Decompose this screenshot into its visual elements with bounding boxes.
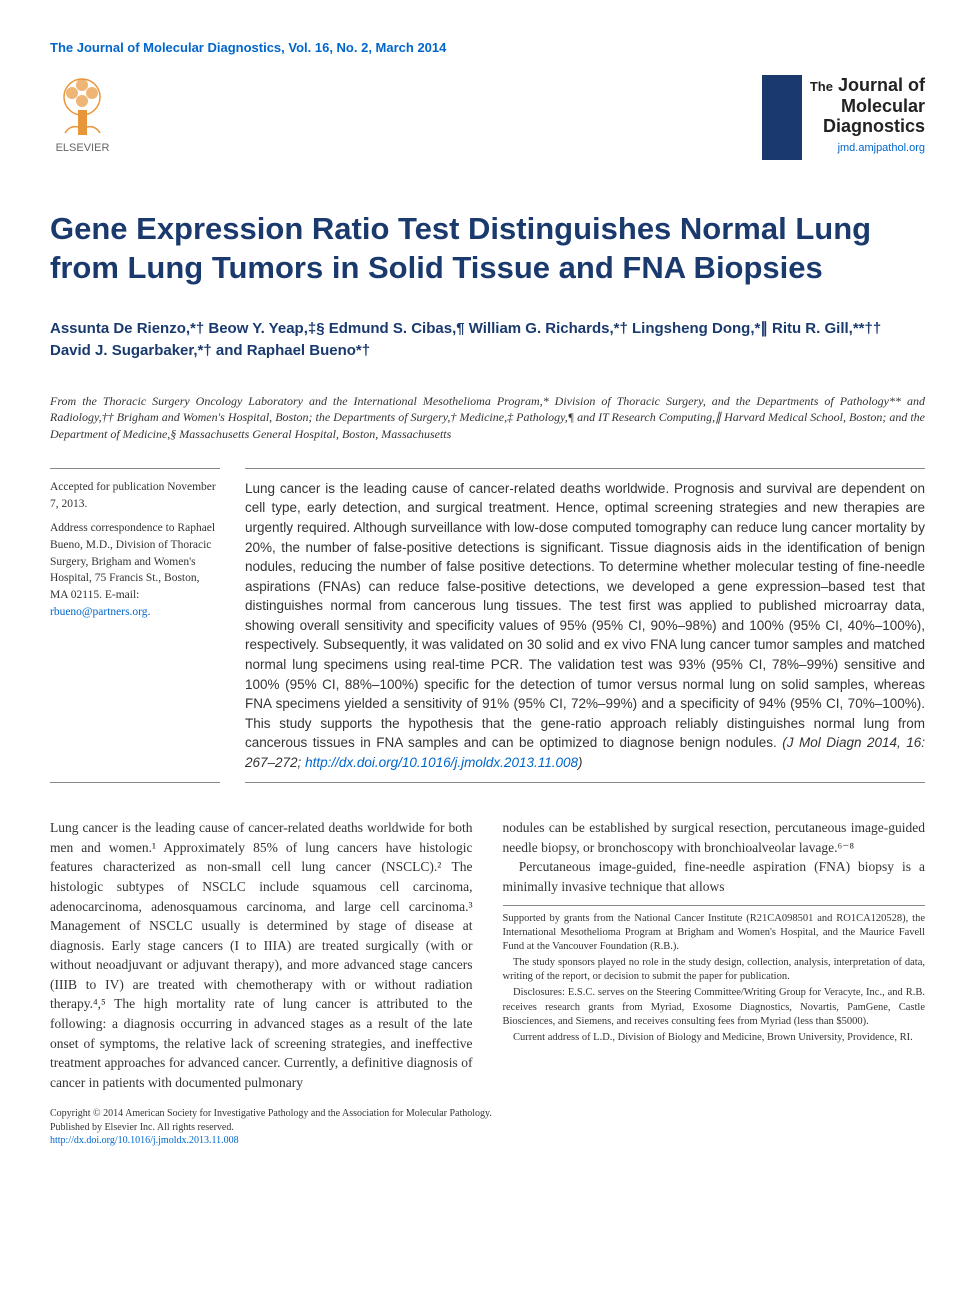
body-paragraph: nodules can be established by surgical r… [503,818,926,857]
accepted-date: Accepted for publication November 7, 201… [50,479,220,512]
correspondence: Address correspondence to Raphael Bueno,… [50,520,220,620]
copyright-line: Copyright © 2014 American Society for In… [50,1107,925,1121]
elsevier-logo: ELSEVIER [50,75,115,154]
journal-name: The Journal of Molecular Diagnostics [810,75,925,137]
authors: Assunta De Rienzo,*† Beow Y. Yeap,‡§ Edm… [50,318,925,363]
copyright-doi-link[interactable]: http://dx.doi.org/10.1016/j.jmoldx.2013.… [50,1135,239,1146]
journal-url[interactable]: jmd.amjpathol.org [810,142,925,154]
copyright-line: Published by Elsevier Inc. All rights re… [50,1121,925,1135]
journal-badge: The Journal of Molecular Diagnostics jmd… [762,75,925,160]
footnote: Current address of L.D., Division of Bio… [503,1031,926,1045]
column-left: Lung cancer is the leading cause of canc… [50,818,473,1092]
footnote: Disclosures: E.S.C. serves on the Steeri… [503,986,926,1029]
journal-reference: The Journal of Molecular Diagnostics, Vo… [50,40,925,55]
footnote: Supported by grants from the National Ca… [503,912,926,955]
copyright: Copyright © 2014 American Society for In… [50,1107,925,1148]
body-text: Lung cancer is the leading cause of canc… [50,818,925,1092]
affiliations: From the Thoracic Surgery Oncology Labor… [50,393,925,443]
journal-square-icon [762,75,802,160]
correspondence-email[interactable]: rbueno@partners.org [50,606,148,618]
footnotes: Supported by grants from the National Ca… [503,905,926,1046]
article-title: Gene Expression Ratio Test Distinguishes… [50,210,925,288]
article-meta: Accepted for publication November 7, 201… [50,468,220,783]
abstract: Lung cancer is the leading cause of canc… [245,468,925,783]
body-paragraph: Lung cancer is the leading cause of canc… [50,818,473,1092]
elsevier-label: ELSEVIER [56,142,110,154]
body-paragraph: Percutaneous image-guided, fine-needle a… [503,857,926,896]
column-right: nodules can be established by surgical r… [503,818,926,1092]
abstract-doi-link[interactable]: http://dx.doi.org/10.1016/j.jmoldx.2013.… [305,755,578,770]
header-logos: ELSEVIER The Journal of Molecular Diagno… [50,75,925,160]
elsevier-tree-icon [50,75,115,140]
footnote: The study sponsors played no role in the… [503,956,926,984]
meta-abstract-row: Accepted for publication November 7, 201… [50,468,925,783]
